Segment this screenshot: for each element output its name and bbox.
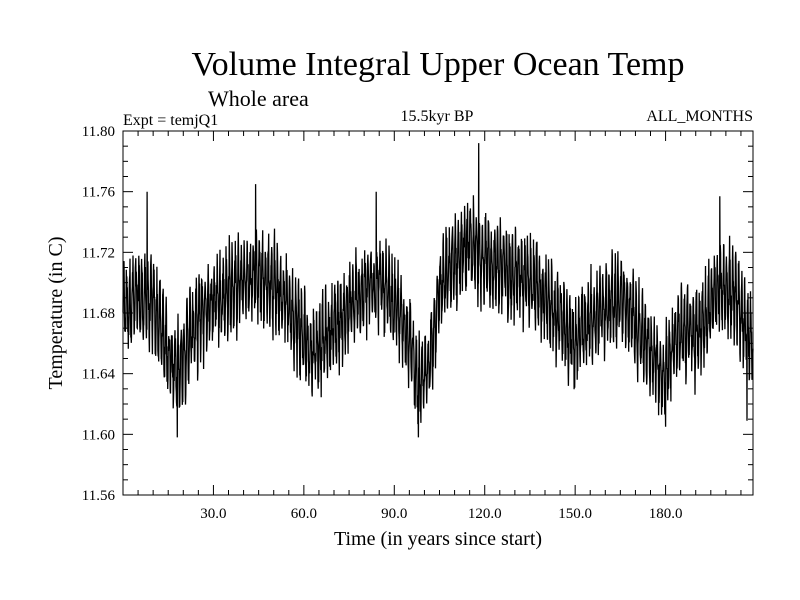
chart-title: Volume Integral Upper Ocean Temp	[192, 46, 685, 83]
y-tick-label: 11.76	[82, 185, 116, 201]
x-tick-label: 180.0	[649, 506, 683, 522]
series-line-temperature	[122, 143, 754, 438]
x-tick-label: 60.0	[291, 506, 317, 522]
y-axis-label: Temperature (in C)	[45, 237, 67, 390]
experiment-label: Expt = temjQ1	[123, 112, 218, 129]
x-tick-label: 90.0	[381, 506, 407, 522]
y-tick-label: 11.60	[82, 427, 115, 443]
x-tick-label: 150.0	[558, 506, 592, 522]
y-tick-label: 11.64	[82, 367, 116, 383]
x-tick-label: 30.0	[200, 506, 226, 522]
series-layer	[122, 143, 754, 438]
ticks-layer: 30.0 60.0 90.0 120.0 150.0 180.0 11.56 11.60 11.…	[82, 124, 753, 522]
y-tick-label: 11.68	[82, 306, 115, 322]
y-tick-label: 11.80	[82, 124, 115, 140]
y-tick-label: 11.72	[82, 245, 115, 261]
x-axis-label: Time (in years since start)	[334, 528, 542, 550]
period-label: 15.5kyr BP	[401, 108, 474, 125]
y-tick-label: 11.56	[82, 488, 116, 504]
season-label: ALL_MONTHS	[646, 108, 753, 125]
x-tick-label: 120.0	[468, 506, 502, 522]
chart-subtitle: Whole area	[208, 86, 309, 111]
